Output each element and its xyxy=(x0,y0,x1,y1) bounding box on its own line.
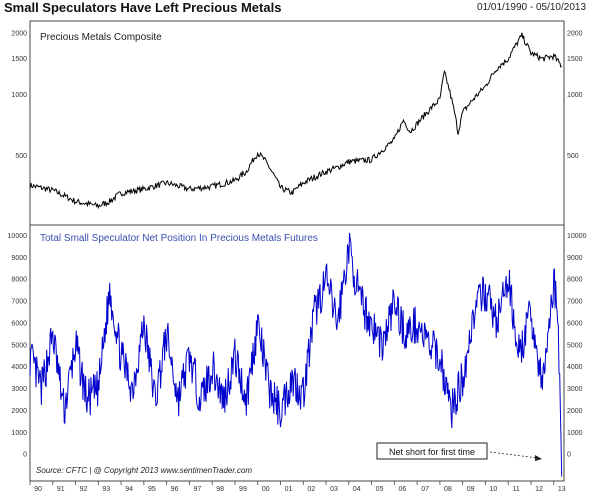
price-y-tick-label-left: 1500 xyxy=(11,56,27,63)
price-y-tick-label-left: 1000 xyxy=(11,92,27,99)
x-tick-label: 99 xyxy=(239,486,247,493)
x-tick-label: 10 xyxy=(490,486,498,493)
price-y-tick-label-right: 1000 xyxy=(567,92,583,99)
position-panel-title: Total Small Speculator Net Position In P… xyxy=(40,233,318,244)
x-tick-label: 94 xyxy=(125,486,133,493)
x-tick-label: 98 xyxy=(216,486,224,493)
x-tick-label: 05 xyxy=(376,486,384,493)
date-range: 01/01/1990 - 05/10/2013 xyxy=(477,2,586,13)
x-tick-label: 93 xyxy=(102,486,110,493)
annotation-box xyxy=(376,442,488,460)
position-y-tick-label-left: 2000 xyxy=(11,408,27,415)
position-y-tick-label-left: 7000 xyxy=(11,299,27,306)
position-y-tick-label-right: 8000 xyxy=(567,277,583,284)
x-tick-label: 13 xyxy=(558,486,566,493)
position-y-tick-label-left: 5000 xyxy=(11,342,27,349)
x-tick-label: 12 xyxy=(535,486,543,493)
annotation-arrowhead xyxy=(535,455,542,461)
annotation-text: Net short for first time xyxy=(389,447,475,457)
chart-title: Small Speculators Have Left Precious Met… xyxy=(4,0,282,15)
x-tick-label: 04 xyxy=(353,486,361,493)
position-y-tick-label-right: 2000 xyxy=(567,408,583,415)
x-tick-label: 03 xyxy=(330,486,338,493)
x-tick-label: 92 xyxy=(80,486,88,493)
source-text: Source: CFTC | @ Copyright 2013 www.sent… xyxy=(36,466,252,475)
x-tick-label: 09 xyxy=(467,486,475,493)
x-tick-label: 07 xyxy=(421,486,429,493)
price-y-tick-label-right: 500 xyxy=(567,153,579,160)
position-y-tick-label-left: 9000 xyxy=(11,255,27,262)
position-y-tick-label-left: 3000 xyxy=(11,386,27,393)
price-panel-title: Precious Metals Composite xyxy=(40,32,162,43)
position-series-line xyxy=(29,232,563,477)
position-y-tick-label-left: 8000 xyxy=(11,277,27,284)
x-tick-label: 02 xyxy=(307,486,315,493)
position-y-tick-label-right: 4000 xyxy=(567,364,583,371)
position-y-tick-label-right: 6000 xyxy=(567,320,583,327)
x-tick-label: 01 xyxy=(285,486,293,493)
price-y-tick-label-right: 1500 xyxy=(567,56,583,63)
price-y-tick-label-right: 2000 xyxy=(567,30,583,37)
position-y-tick-label-left: 6000 xyxy=(11,320,27,327)
x-tick-label: 91 xyxy=(57,486,65,493)
position-y-tick-label-right: 9000 xyxy=(567,255,583,262)
price-panel-frame xyxy=(29,20,565,226)
position-y-tick-label-right: 0 xyxy=(567,452,571,459)
position-y-tick-label-left: 1000 xyxy=(11,430,27,437)
position-y-tick-label-right: 5000 xyxy=(567,342,583,349)
x-tick-label: 96 xyxy=(171,486,179,493)
x-tick-label: 08 xyxy=(444,486,452,493)
position-y-tick-label-right: 10000 xyxy=(567,233,587,240)
position-y-tick-label-right: 1000 xyxy=(567,430,583,437)
x-tick-label: 90 xyxy=(34,486,42,493)
x-tick-label: 00 xyxy=(262,486,270,493)
x-tick-label: 95 xyxy=(148,486,156,493)
position-y-tick-label-right: 3000 xyxy=(567,386,583,393)
price-y-tick-label-left: 2000 xyxy=(11,30,27,37)
position-y-tick-label-left: 10000 xyxy=(8,233,28,240)
x-tick-label: 97 xyxy=(194,486,202,493)
position-y-tick-label-left: 4000 xyxy=(11,364,27,371)
position-y-tick-label-left: 0 xyxy=(23,452,27,459)
position-y-tick-label-right: 7000 xyxy=(567,299,583,306)
annotation-arrow xyxy=(489,451,539,459)
x-tick-label: 11 xyxy=(513,486,520,493)
price-series-line xyxy=(29,32,562,210)
price-y-tick-label-left: 500 xyxy=(15,153,27,160)
x-tick-label: 06 xyxy=(398,486,406,493)
